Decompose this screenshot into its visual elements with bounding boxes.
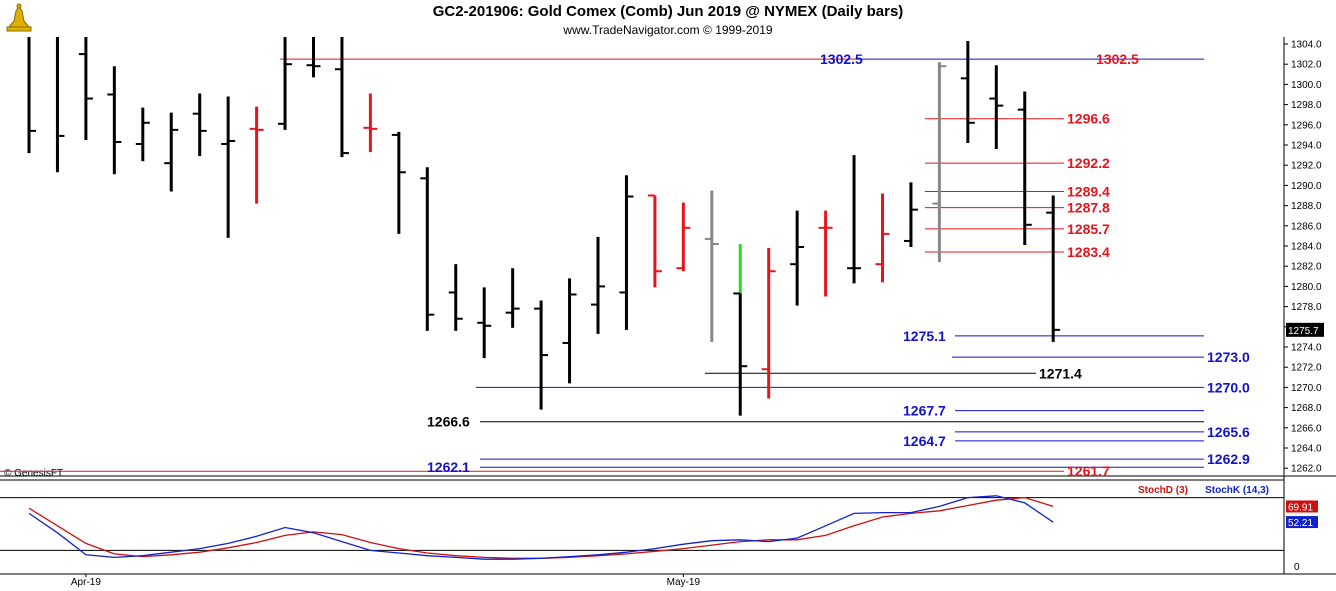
stoch-d-legend: StochD (3): [1138, 485, 1188, 496]
y-tick-label: 1290.0: [1291, 181, 1322, 192]
level-label: 1273.0: [1207, 349, 1250, 365]
stoch-y-tick-label: 0: [1294, 562, 1300, 573]
y-tick-label: 1298.0: [1291, 100, 1322, 111]
stoch-k-line: [28, 495, 1054, 560]
y-tick-label: 1270.0: [1291, 383, 1322, 394]
y-tick-label: 1264.0: [1291, 444, 1322, 455]
y-tick-label: 1292.0: [1291, 161, 1322, 172]
stoch-k-legend: StochK (14,3): [1205, 485, 1269, 496]
level-label: 1283.4: [1067, 244, 1110, 260]
level-label: 1264.7: [903, 433, 946, 449]
last-price-box: [1286, 322, 1324, 337]
level-label: 1262.9: [1207, 451, 1250, 467]
level-label: 1289.4: [1067, 183, 1110, 199]
y-tick-label: 1266.0: [1291, 423, 1322, 434]
y-tick-label: 1262.0: [1291, 464, 1322, 475]
x-tick-label: Apr-19: [71, 577, 101, 588]
level-label: 1275.1: [903, 328, 946, 344]
y-tick-label: 1286.0: [1291, 221, 1322, 232]
y-tick-label: 1268.0: [1291, 403, 1322, 414]
y-tick-label: 1300.0: [1291, 80, 1322, 91]
level-label: 1302.5: [820, 51, 863, 67]
level-label: 1266.6: [427, 414, 470, 430]
level-label: 1262.1: [427, 459, 470, 475]
level-label: 1287.8: [1067, 200, 1110, 216]
level-label: 1302.5: [1096, 51, 1139, 67]
y-tick-label: 1272.0: [1291, 363, 1322, 374]
gold-bell-logo-icon: [6, 3, 32, 32]
chart-title: GC2-201906: Gold Comex (Comb) Jun 2019 @…: [432, 3, 904, 20]
stoch-k-value: 52.21: [1288, 518, 1313, 529]
level-label: 1271.4: [1039, 365, 1082, 381]
level-label: 1296.6: [1067, 111, 1110, 127]
y-tick-label: 1304.0: [1291, 40, 1322, 51]
y-tick-label: 1288.0: [1291, 201, 1322, 212]
y-tick-label: 1280.0: [1291, 282, 1322, 293]
y-tick-label: 1284.0: [1291, 242, 1322, 253]
stoch-d-line: [28, 496, 1054, 559]
y-tick-label: 1294.0: [1291, 141, 1322, 152]
level-label: 1270.0: [1207, 379, 1250, 395]
level-label: 1292.2: [1067, 155, 1110, 171]
y-tick-label: 1278.0: [1291, 302, 1322, 313]
last-price-label: 1275.7: [1288, 326, 1319, 337]
level-label: 1285.7: [1067, 221, 1110, 237]
ohlc-bars: [27, 37, 1061, 416]
level-label: 1267.7: [903, 403, 946, 419]
stoch-d-value: 69.91: [1288, 502, 1313, 513]
level-lines: [0, 58, 1204, 472]
y-tick-label: 1282.0: [1291, 262, 1322, 273]
x-tick-label: May-19: [667, 577, 701, 588]
stoch-k-value-box: [1286, 516, 1318, 529]
chart-subtitle: www.TradeNavigator.com © 1999-2019: [563, 23, 773, 37]
level-label: 1265.6: [1207, 424, 1250, 440]
stoch-d-value-box: [1286, 500, 1318, 513]
copyright-label: © GenesisFT: [4, 468, 64, 479]
level-label: 1261.7: [1067, 463, 1110, 479]
y-tick-label: 1302.0: [1291, 60, 1322, 71]
y-tick-label: 1296.0: [1291, 120, 1322, 131]
y-tick-label: 1274.0: [1291, 343, 1322, 354]
